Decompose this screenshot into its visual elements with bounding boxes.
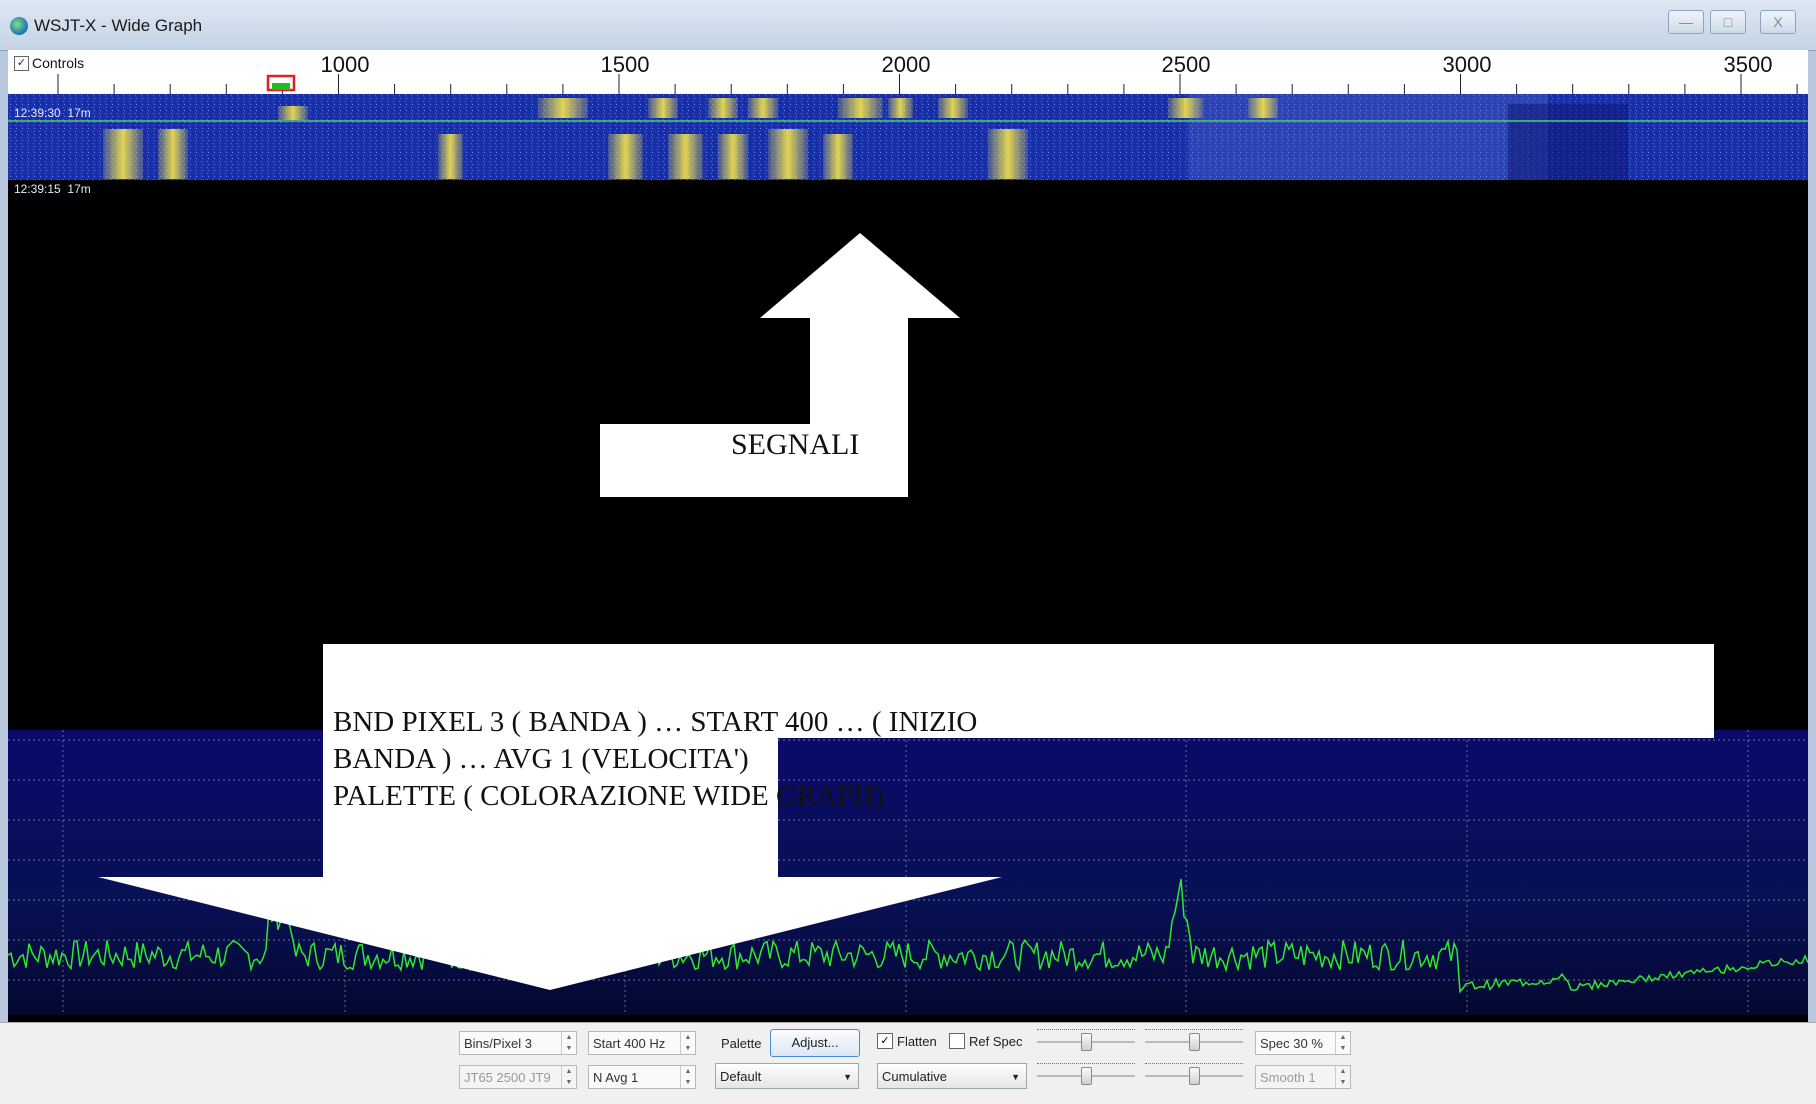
tick-label-2500: 2500 [1161, 52, 1211, 77]
start-spin-arrows[interactable]: ▲ ▼ [680, 1032, 695, 1054]
settings-note-line-3: PALETTE ( COLORAZIONE WIDE GRAPH) [333, 780, 884, 812]
tick-label-3000: 3000 [1442, 52, 1492, 77]
controls-label: Controls [32, 55, 85, 71]
controls-toolbar: Bins/Pixel 3 ▲ ▼ Start 400 Hz ▲ ▼ JT65 2500 … [0, 1022, 1816, 1104]
tick-label-2000: 2000 [881, 52, 931, 77]
spec-spin-arrows[interactable]: ▲ ▼ [1335, 1032, 1350, 1054]
palette-label: Palette [721, 1036, 762, 1051]
ref-spec-label: Ref Spec [969, 1034, 1023, 1049]
spectrum-display[interactable] [8, 730, 1808, 1015]
spectrum-plot [8, 730, 1808, 1015]
window-title: WSJT-X - Wide Graph [34, 16, 203, 35]
signals-annotation: SEGNALI [731, 428, 860, 461]
flatten-label: Flatten [897, 1034, 937, 1049]
waterfall-timestamp-1: 12:39:30 17m [14, 106, 91, 120]
minimize-button[interactable]: — [1668, 10, 1704, 34]
flatten-checkbox[interactable]: ✓ [877, 1033, 893, 1049]
ref-spec-checkbox[interactable] [949, 1033, 965, 1049]
smooth-spinbox[interactable]: Smooth 1 ▲ ▼ [1255, 1065, 1351, 1089]
maximize-button[interactable]: □ [1710, 10, 1746, 34]
bins-per-pixel-spinbox[interactable]: Bins/Pixel 3 ▲ ▼ [459, 1031, 577, 1055]
spectrum-trace [8, 878, 1808, 994]
tick-label-3500: 3500 [1723, 52, 1773, 77]
palette-combobox[interactable]: Default ▼ [715, 1063, 859, 1089]
spec-zero-slider[interactable] [1145, 1061, 1243, 1085]
spec-gain-slider[interactable] [1037, 1061, 1135, 1085]
smooth-spin-arrows[interactable]: ▲ ▼ [1335, 1066, 1350, 1088]
spectrum-mode-combobox[interactable]: Cumulative ▼ [877, 1063, 1027, 1089]
tick-label-1000: 1000 [320, 52, 370, 77]
frequency-scale[interactable]: ✓ Controls 1000 1500 2000 2500 3000 3500 [8, 50, 1808, 94]
settings-note-line-1: BND PIXEL 3 ( BANDA ) … START 400 … ( IN… [333, 706, 978, 738]
n-avg-spinbox[interactable]: N Avg 1 ▲ ▼ [588, 1065, 696, 1089]
close-button[interactable]: X [1760, 10, 1796, 34]
annotation-overlay [98, 233, 1714, 990]
waterfall-timestamp-2: 12:39:15 17m [14, 182, 91, 196]
waterfall-signals [8, 94, 1808, 180]
start-frequency-spinbox[interactable]: Start 400 Hz ▲ ▼ [588, 1031, 696, 1055]
waterfall-display[interactable]: 12:39:30 17m [8, 94, 1808, 180]
gain-slider[interactable] [1037, 1027, 1135, 1051]
settings-note-line-2: BANDA ) … AVG 1 (VELOCITA') [333, 743, 749, 775]
wsjtx-app-icon [10, 17, 28, 35]
navg-spin-arrows[interactable]: ▲ ▼ [680, 1066, 695, 1088]
settings-down-arrow [98, 644, 1714, 990]
tick-label-1500: 1500 [600, 52, 650, 77]
jt-spin-arrows[interactable]: ▲ ▼ [561, 1066, 576, 1088]
zero-slider[interactable] [1145, 1027, 1243, 1051]
title-bar[interactable]: WSJT-X - Wide Graph — □ X [0, 0, 1816, 51]
signals-up-arrow [600, 233, 960, 497]
controls-checkbox[interactable]: ✓ [14, 56, 29, 71]
jt65-jt9-spinbox[interactable]: JT65 2500 JT9 ▲ ▼ [459, 1065, 577, 1089]
bins-spin-arrows[interactable]: ▲ ▼ [561, 1032, 576, 1054]
spec-percent-spinbox[interactable]: Spec 30 % ▲ ▼ [1255, 1031, 1351, 1055]
scale-ticks [57, 74, 1798, 94]
tx-frequency-marker[interactable] [272, 83, 290, 90]
adjust-button[interactable]: Adjust... [770, 1029, 860, 1057]
